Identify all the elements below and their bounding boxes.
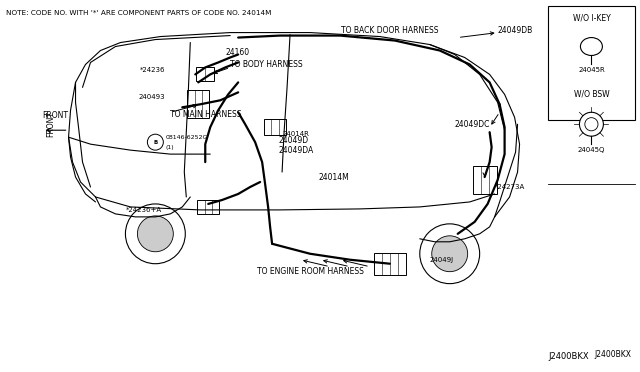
Bar (197, 200, 220, 214)
Circle shape (432, 236, 468, 272)
Text: 24045Q: 24045Q (578, 147, 605, 153)
Text: 24014M: 24014M (318, 173, 349, 182)
Text: TO ENGINE ROOM HARNESS: TO ENGINE ROOM HARNESS (257, 267, 364, 276)
Text: 24049DB: 24049DB (498, 26, 533, 35)
Text: J2400BKX: J2400BKX (548, 352, 589, 361)
Bar (547, 6, 636, 120)
Text: NOTE: CODE NO. WITH '*' ARE COMPONENT PARTS OF CODE NO. 24014M: NOTE: CODE NO. WITH '*' ARE COMPONENT PA… (6, 10, 271, 16)
Text: 24049D: 24049D (278, 136, 308, 145)
Text: 24049DC: 24049DC (454, 120, 490, 129)
Text: 24160: 24160 (225, 48, 250, 57)
Circle shape (147, 134, 163, 150)
Text: W/O BSW: W/O BSW (573, 90, 609, 99)
Text: FRONT: FRONT (43, 111, 68, 120)
Bar (188, 90, 209, 118)
Bar (374, 253, 406, 275)
Text: 240493: 240493 (139, 94, 165, 100)
Bar (473, 166, 497, 194)
Text: J2400BKX: J2400BKX (595, 350, 631, 359)
Bar (196, 67, 214, 81)
Text: 24045R: 24045R (578, 67, 605, 73)
Text: 08146-6252G: 08146-6252G (165, 135, 208, 140)
Circle shape (420, 224, 479, 283)
Text: TO MAIN HARNESS: TO MAIN HARNESS (170, 110, 242, 119)
Text: *24236+A: *24236+A (126, 207, 163, 213)
Circle shape (138, 216, 173, 252)
Ellipse shape (580, 38, 602, 55)
Text: 24049DA: 24049DA (278, 145, 314, 155)
Text: W/O I-KEY: W/O I-KEY (573, 13, 611, 22)
Bar (264, 119, 286, 135)
Text: B: B (153, 140, 157, 145)
Text: 24014R: 24014R (282, 131, 309, 137)
Text: TO BODY HARNESS: TO BODY HARNESS (230, 60, 303, 69)
Text: *24273A: *24273A (495, 184, 525, 190)
Text: *24236: *24236 (140, 67, 165, 73)
Text: FRONT: FRONT (46, 111, 55, 137)
Text: TO BACK DOOR HARNESS: TO BACK DOOR HARNESS (341, 26, 438, 35)
Circle shape (585, 118, 598, 131)
Circle shape (125, 204, 186, 264)
Text: 24049J: 24049J (430, 257, 454, 263)
Text: (1): (1) (165, 145, 174, 150)
Circle shape (579, 112, 604, 136)
